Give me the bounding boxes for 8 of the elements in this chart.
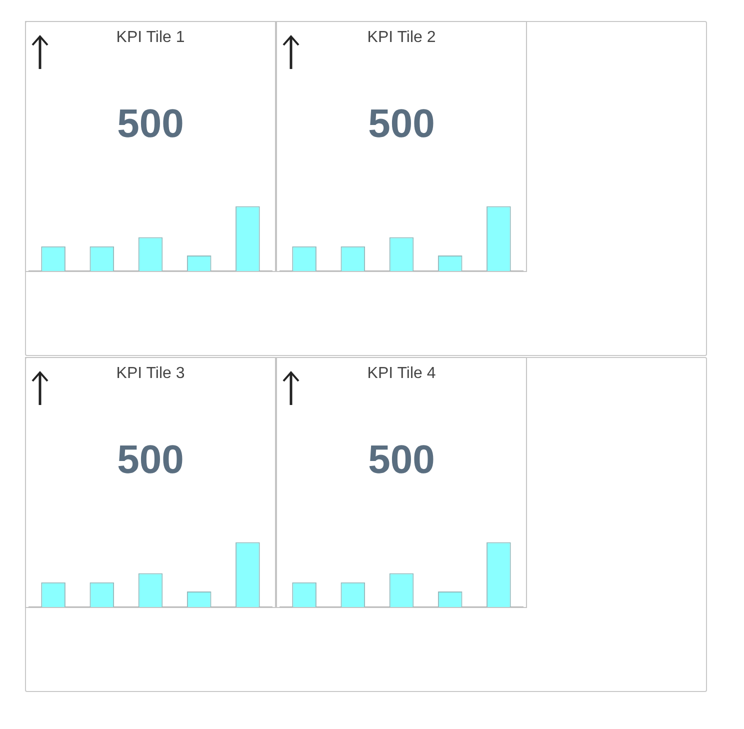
text: 500 [368, 438, 435, 482]
chart-title: KPI Tile 3 [116, 365, 185, 382]
text: 500 [117, 102, 184, 146]
chart-title: KPI Tile 1 [116, 29, 185, 46]
text: 500 [117, 438, 184, 482]
chart-title: KPI Tile 4 [367, 365, 436, 382]
chart-title: KPI Tile 2 [367, 29, 436, 46]
text: 500 [368, 102, 435, 146]
